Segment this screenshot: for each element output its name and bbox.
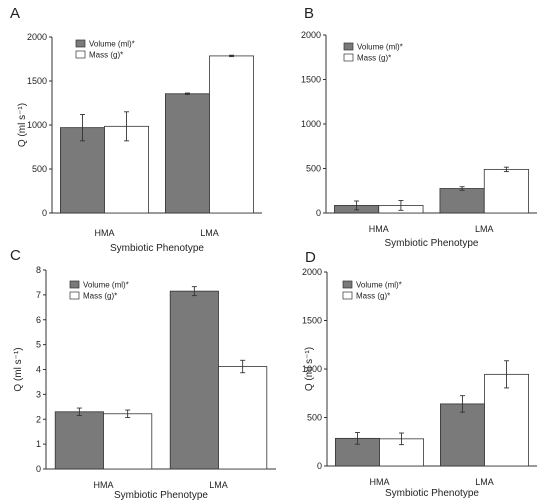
x-axis-label: Symbiotic Phenotype — [385, 238, 479, 249]
x-axis-label: Symbiotic Phenotype — [114, 490, 208, 501]
legend-entry: Mass (g)* — [357, 54, 391, 63]
y-tick-label: 0 — [42, 208, 47, 218]
legend-swatch — [75, 50, 86, 59]
x-tick-label: HMA — [369, 224, 389, 234]
y-tick-label: 500 — [307, 413, 322, 423]
y-tick-label: 6 — [36, 315, 41, 325]
legend-entry: Volume (ml)* — [83, 281, 129, 290]
bar-hma-volume — [54, 411, 104, 470]
y-tick-label: 2000 — [27, 32, 47, 42]
bar-lma-volume — [439, 403, 485, 467]
y-tick-label: 7 — [36, 290, 41, 300]
y-tick-label: 1500 — [301, 75, 321, 85]
legend-swatch — [69, 280, 80, 289]
x-tick-label: LMA — [200, 228, 219, 238]
legend-entry: Mass (g)* — [356, 292, 390, 301]
x-axis-label: Symbiotic Phenotype — [110, 243, 204, 254]
legend-entry: Volume (ml)* — [356, 281, 402, 290]
bar-lma-volume — [164, 93, 210, 214]
y-tick-label: 1000 — [301, 119, 321, 129]
y-axis-label: Q (ml s⁻¹) — [17, 103, 28, 147]
y-tick-label: 2000 — [301, 30, 321, 40]
y-tick-label: 1 — [36, 439, 41, 449]
bar-lma-mass — [483, 168, 529, 214]
bar-lma-volume — [439, 188, 485, 214]
y-axis-label: Q (ml s⁻¹) — [13, 347, 24, 391]
y-tick-label: 0 — [36, 464, 41, 474]
legend-entry: Volume (ml)* — [357, 43, 403, 52]
x-tick-label: LMA — [209, 480, 228, 490]
y-axis-label: Q (ml s⁻¹) — [304, 347, 315, 391]
bar-lma-mass — [218, 366, 268, 470]
legend-swatch — [342, 291, 353, 300]
legend: Volume (ml)* Mass (g)* — [342, 280, 402, 301]
x-tick-label: HMA — [95, 228, 115, 238]
y-tick-label: 1500 — [27, 76, 47, 86]
bar-hma-volume — [60, 127, 105, 214]
bar-hma-mass — [103, 413, 153, 470]
y-tick-label: 0 — [316, 208, 321, 218]
bar-lma-mass — [209, 55, 254, 214]
legend: Volume (ml)* Mass (g)* — [343, 42, 403, 63]
y-tick-label: 1500 — [302, 316, 322, 326]
panel-letter: B — [304, 5, 314, 22]
y-tick-label: 0 — [317, 461, 322, 471]
y-tick-label: 1000 — [27, 120, 47, 130]
legend: Volume (ml)* Mass (g)* — [69, 280, 129, 301]
legend-entry: Volume (ml)* — [89, 40, 135, 49]
y-tick-label: 3 — [36, 389, 41, 399]
chart-panel-a: A 0 500 1000 1500 2000 HMA LMA Symbiotic Phenoty… — [10, 5, 262, 254]
panel-letter: A — [10, 5, 20, 22]
y-tick-label: 500 — [306, 164, 321, 174]
legend-swatch — [342, 280, 353, 289]
chart-panel-b: B 0 500 1000 1500 2000 HMA LMA Symbiotic Phenoty… — [301, 5, 537, 249]
legend: Volume (ml)* Mass (g)* — [75, 39, 135, 60]
panel-letter: D — [305, 249, 316, 266]
x-axis-label: Symbiotic Phenotype — [385, 488, 479, 499]
y-tick-label: 2000 — [302, 267, 322, 277]
y-tick-label: 4 — [36, 365, 41, 375]
bar-lma-mass — [484, 373, 529, 467]
panel-letter: C — [10, 247, 21, 264]
y-tick-label: 2 — [36, 414, 41, 424]
x-tick-label: LMA — [475, 224, 494, 234]
legend-swatch — [343, 53, 354, 62]
bar-lma-volume — [169, 290, 219, 470]
y-tick-label: 500 — [32, 164, 47, 174]
x-tick-label: HMA — [94, 480, 114, 490]
x-tick-label: HMA — [370, 477, 390, 487]
legend-entry: Mass (g)* — [89, 51, 123, 60]
legend-swatch — [69, 291, 80, 300]
y-tick-label: 5 — [36, 340, 41, 350]
y-tick-label: 8 — [36, 265, 41, 275]
legend-entry: Mass (g)* — [83, 292, 117, 301]
x-tick-label: LMA — [475, 477, 494, 487]
legend-swatch — [75, 39, 86, 48]
legend-swatch — [343, 42, 354, 51]
y-tick-label: 1000 — [302, 364, 322, 374]
